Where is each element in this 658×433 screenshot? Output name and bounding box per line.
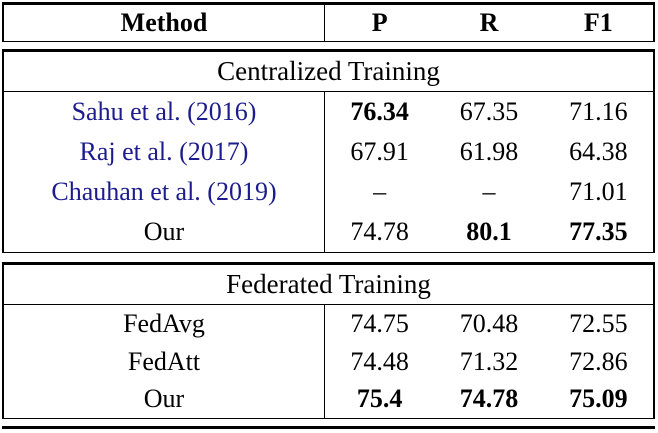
f1-cell: 72.55 — [569, 308, 628, 338]
citation-link-raj-2017[interactable]: Raj et al. (2017) — [79, 137, 249, 166]
method-cell-our: Our — [143, 217, 185, 246]
p-cell: 74.48 — [350, 346, 409, 376]
table-row: Sahu et al. (2016) 76.34 67.35 71.16 — [4, 92, 653, 132]
f1-cell: 71.01 — [569, 177, 628, 206]
section-title-federated: Federated Training — [4, 265, 653, 305]
p-cell: 67.91 — [350, 137, 409, 166]
p-cell: 75.4 — [356, 384, 403, 414]
row-values: – – 71.01 — [324, 172, 653, 212]
p-cell: – — [373, 177, 387, 206]
row-values: 67.91 61.98 64.38 — [324, 132, 653, 172]
row-values: 75.4 74.78 75.09 — [324, 380, 653, 418]
table-header: Method P R F1 — [2, 2, 655, 42]
f1-cell: 64.38 — [569, 137, 628, 166]
table-bottom-rule — [2, 426, 655, 429]
method-cell-fedavg: FedAvg — [123, 308, 205, 338]
f1-cell: 77.35 — [569, 217, 628, 246]
row-values: 74.75 70.48 72.55 — [324, 305, 653, 343]
header-cell-method: Method — [120, 8, 208, 37]
r-cell: 74.78 — [459, 384, 519, 414]
table-row: Chauhan et al. (2019) – – 71.01 — [4, 172, 653, 212]
table-row: Our 75.4 74.78 75.09 — [4, 380, 653, 418]
header-row: Method P R F1 — [4, 5, 653, 41]
header-cell-r: R — [479, 8, 499, 37]
row-values: 74.48 71.32 72.86 — [324, 342, 653, 381]
p-cell: 74.78 — [350, 217, 409, 246]
row-values: 74.78 80.1 77.35 — [324, 212, 653, 252]
r-cell: – — [482, 177, 496, 206]
citation-link-sahu-2016[interactable]: Sahu et al. (2016) — [71, 97, 257, 126]
r-cell: 70.48 — [459, 308, 519, 338]
r-cell: 67.35 — [459, 97, 519, 126]
table-row: Raj et al. (2017) 67.91 61.98 64.38 — [4, 132, 653, 172]
row-values: 76.34 67.35 71.16 — [324, 92, 653, 132]
f1-cell: 71.16 — [569, 97, 628, 126]
r-cell: 61.98 — [459, 137, 519, 166]
p-cell: 74.75 — [350, 308, 409, 338]
table-row: FedAvg 74.75 70.48 72.55 — [4, 305, 653, 343]
section-title-centralized: Centralized Training — [4, 52, 653, 92]
p-cell: 76.34 — [350, 97, 409, 126]
r-cell: 80.1 — [466, 217, 512, 246]
f1-cell: 72.86 — [569, 346, 628, 376]
section-federated: Federated Training FedAvg 74.75 70.48 72… — [2, 262, 655, 419]
table-row: Our 74.78 80.1 77.35 — [4, 212, 653, 252]
section-centralized: Centralized Training Sahu et al. (2016) … — [2, 49, 655, 253]
r-cell: 71.32 — [459, 346, 519, 376]
f1-cell: 75.09 — [569, 384, 628, 414]
method-cell-fedatt: FedAtt — [127, 346, 201, 376]
method-cell-our: Our — [143, 384, 185, 414]
table-row: FedAtt 74.48 71.32 72.86 — [4, 342, 653, 381]
citation-link-chauhan-2019[interactable]: Chauhan et al. (2019) — [51, 177, 277, 206]
header-metric-cols: P R F1 — [324, 5, 653, 41]
header-cell-f1: F1 — [583, 8, 613, 37]
header-cell-p: P — [371, 8, 388, 37]
